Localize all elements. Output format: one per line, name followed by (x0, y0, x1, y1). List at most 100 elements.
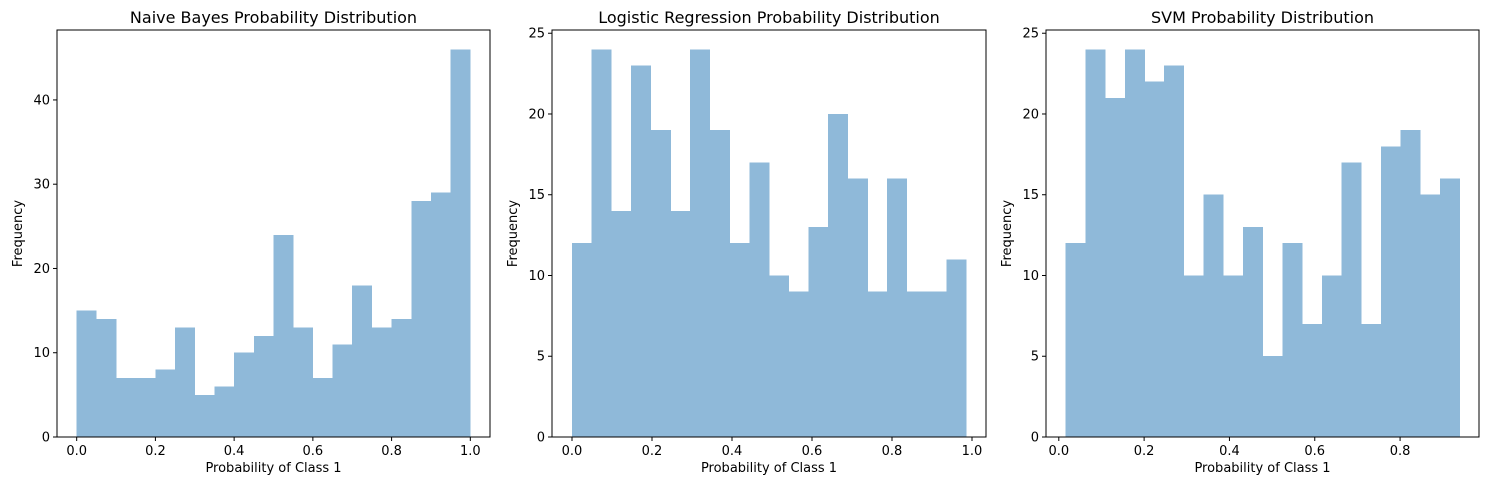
y-tick-label: 25 (1022, 27, 1039, 42)
histogram-bar (1321, 275, 1342, 437)
histogram-bar (709, 130, 730, 437)
x-tick-label: 0.6 (1304, 444, 1325, 459)
histogram-bar (1400, 130, 1421, 437)
subplot-title: Logistic Regression Probability Distribu… (598, 8, 940, 27)
x-axis-label: Probability of Class 1 (1194, 461, 1330, 476)
x-tick-label: 0.0 (66, 444, 87, 459)
histogram-bar (1183, 275, 1204, 437)
subplot-naive-bayes: Naive Bayes Probability Distribution Pro… (11, 8, 491, 476)
y-tick-label: 10 (1022, 269, 1039, 284)
histogram-bar (670, 210, 691, 437)
x-tick-label: 0.6 (802, 444, 823, 459)
y-tick-label: 0 (537, 431, 545, 446)
y-tick-label: 10 (33, 346, 50, 361)
x-tick-label: 0.8 (381, 444, 402, 459)
y-tick-label: 15 (1022, 188, 1039, 203)
histogram-bar (1085, 49, 1106, 437)
x-tick-label: 0.4 (1219, 444, 1240, 459)
histogram-bar (1361, 323, 1382, 437)
bars (1065, 49, 1461, 438)
axes-frame (551, 29, 987, 438)
x-tick-label: 1.0 (460, 444, 481, 459)
histogram-bar (450, 49, 471, 437)
x-tick-label: 0.2 (1134, 444, 1155, 459)
x-tick-label: 0.8 (882, 444, 903, 459)
histogram-bar (591, 49, 612, 437)
histogram-bar (135, 378, 156, 437)
subplot-title: Naive Bayes Probability Distribution (130, 8, 417, 27)
histogram-bar (76, 310, 97, 437)
histogram-bar (867, 291, 888, 437)
x-tick-label: 0.8 (1390, 444, 1411, 459)
histogram-bar (312, 378, 333, 437)
histogram-bar (1124, 49, 1145, 437)
histogram-bar (769, 275, 789, 437)
y-tick-label: 0 (1031, 431, 1039, 446)
histogram-bar (175, 327, 196, 437)
subplot-logistic-regression: Logistic Regression Probability Distribu… (506, 8, 987, 476)
histogram-bar (906, 291, 927, 437)
histogram-bar (1262, 356, 1283, 437)
y-axis-label: Frequency (11, 200, 26, 267)
histogram-bar (572, 243, 592, 437)
histogram-bar (1243, 227, 1264, 437)
histogram-bar (234, 352, 255, 437)
histogram-bar (946, 259, 967, 437)
y-tick-label: 40 (33, 93, 50, 108)
histogram-bar (1164, 65, 1185, 438)
histogram-bar (847, 178, 868, 438)
x-axis-label: Probability of Class 1 (701, 461, 837, 476)
histogram-bar (430, 192, 451, 437)
x-tick-label: 0.4 (722, 444, 743, 459)
histogram-bar (352, 285, 373, 437)
histogram-bar (332, 344, 353, 437)
histogram-bar (1302, 323, 1323, 437)
histogram-bar (194, 394, 215, 437)
x-tick-label: 0.0 (562, 444, 583, 459)
histogram-bar (371, 327, 392, 437)
histogram-bar (1105, 97, 1126, 437)
histogram-bar (273, 234, 294, 437)
histogram-bar (926, 291, 947, 437)
y-tick-label: 20 (1022, 107, 1039, 122)
histogram-bar (1203, 194, 1224, 437)
histogram-bar (729, 243, 750, 437)
x-tick-label: 0.2 (642, 444, 663, 459)
histogram-bar (1341, 162, 1362, 437)
histogram-bar (690, 49, 711, 437)
y-axis-label: Frequency (1000, 200, 1015, 267)
histogram-bar (631, 65, 652, 438)
histogram-bar (788, 291, 809, 437)
histogram-bar (96, 319, 117, 437)
histogram-bar (391, 319, 412, 437)
y-tick-label: 25 (528, 27, 545, 42)
histogram-bar (411, 201, 432, 437)
y-tick-label: 5 (537, 350, 545, 365)
x-axis-label: Probability of Class 1 (205, 461, 341, 476)
bars (572, 49, 967, 438)
histogram-bar (1065, 243, 1086, 437)
y-tick-label: 0 (42, 431, 50, 446)
y-tick-label: 5 (1031, 350, 1039, 365)
bars (76, 49, 471, 437)
subplot-title: SVM Probability Distribution (1151, 8, 1374, 27)
histogram-bar (749, 162, 770, 437)
x-tick-label: 1.0 (962, 444, 983, 459)
x-tick-label: 0.6 (303, 444, 324, 459)
histogram-bar (808, 227, 829, 437)
histogram-bar (1282, 243, 1303, 437)
y-tick-label: 20 (528, 107, 545, 122)
x-tick-label: 0.0 (1048, 444, 1069, 459)
x-tick-label: 0.2 (145, 444, 166, 459)
y-tick-label: 20 (33, 262, 50, 277)
histogram-bar (650, 130, 671, 437)
histogram-bar (611, 210, 632, 437)
axes-frame (56, 29, 491, 438)
histogram-bar (293, 327, 314, 437)
histogram-bar (214, 386, 235, 437)
histogram-bar (116, 378, 137, 437)
y-tick-label: 30 (33, 178, 50, 193)
histogram-bar (828, 113, 849, 437)
histogram-bar (253, 335, 274, 437)
